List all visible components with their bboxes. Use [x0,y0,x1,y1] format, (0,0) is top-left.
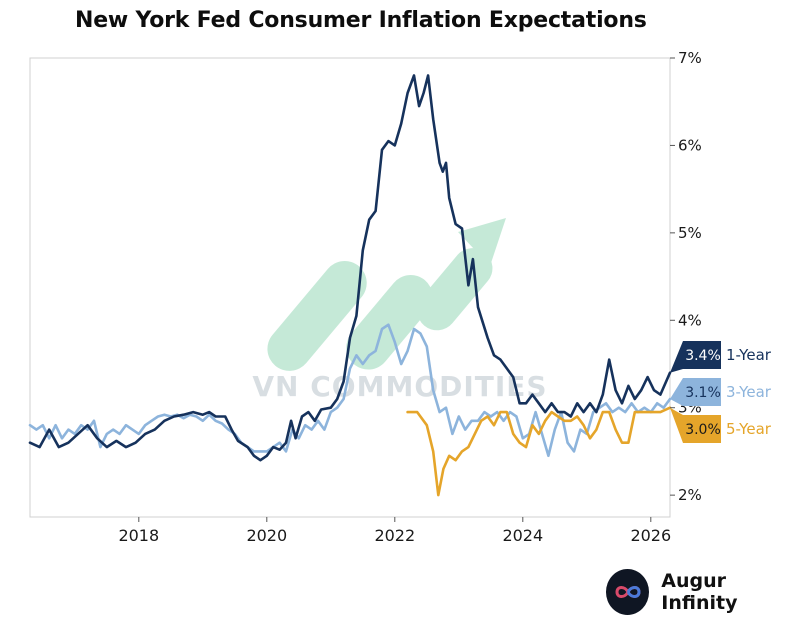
brand: Augur Infinity [606,569,800,615]
y-tick-label: 2% [678,486,702,504]
brand-name: Augur Infinity [661,570,738,614]
y-tick-label: 4% [678,311,702,329]
series-line-3-year [28,323,672,458]
x-tick-label: 2020 [246,526,287,545]
watermark-arrow-icon [267,218,506,371]
series-line-5-year [406,406,672,497]
end-flag-1-year [670,341,721,373]
y-tick-label: 6% [678,136,702,154]
x-tick-label: 2026 [630,526,671,545]
series-line-1-year [28,74,672,462]
legend-label-1-year: 1-Year [726,346,772,364]
y-tick-label: 7% [678,49,702,67]
end-flag-3-year [670,378,721,406]
infinity-loop-icon [606,569,650,615]
end-flag-5-year [670,407,721,443]
series-layer [28,74,672,497]
y-tick-label: 5% [678,224,702,242]
watermark-text: VN COMMODITIES [252,370,547,403]
end-value-label: 3.0% [685,422,721,438]
end-value-label: 3.4% [685,348,721,364]
end-value-label: 3.1% [685,385,721,401]
end-label-layer: 3.4% 1-Year 3.1% 3-Year 3.0% 5-Year [670,341,772,443]
legend-label-5-year: 5-Year [726,420,772,438]
chart-title: New York Fed Consumer Inflation Expectat… [75,8,647,33]
legend-label-3-year: 3-Year [726,383,772,401]
x-tick-label: 2022 [374,526,415,545]
x-tick-label: 2024 [502,526,543,545]
plot-frame [29,57,671,518]
x-tick-label: 2018 [118,526,159,545]
axis-layer: 2%3%4%5%6%7%2018 2020 2022 2024 2026 [118,49,701,545]
